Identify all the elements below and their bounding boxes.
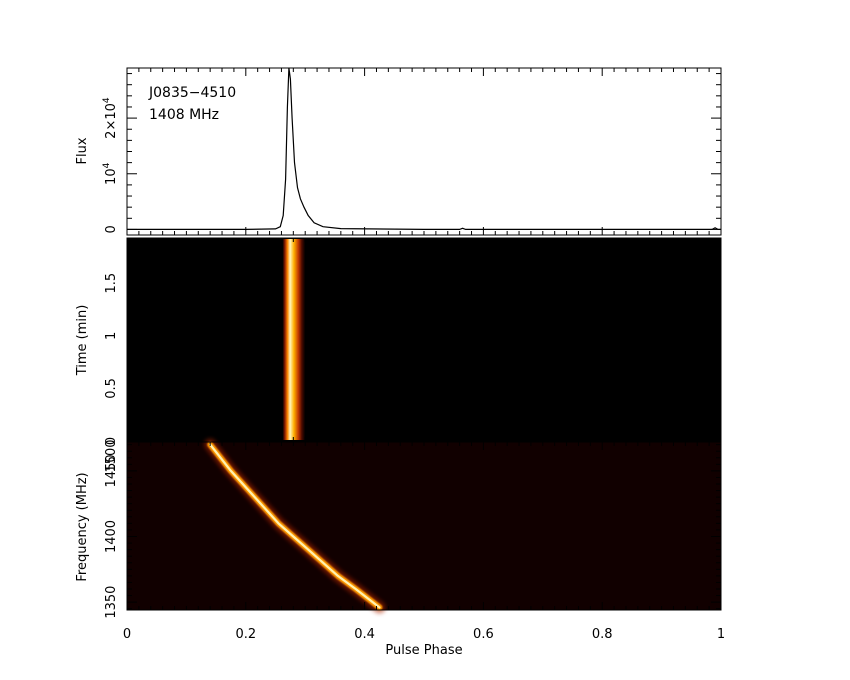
profile-panel: J0835−4510 1408 MHz Flux 0 104 2×104 — [75, 67, 722, 236]
time-phase-panel: Time (min) 0 0.5 1 1.5 — [75, 237, 722, 445]
frequency-ylabel: Frequency (MHz) — [75, 472, 90, 581]
time-phase-background — [127, 238, 721, 441]
time-ylabel: Time (min) — [75, 305, 90, 377]
profile-ylabel: Flux — [75, 137, 90, 164]
profile-y-tick-label: 0 — [104, 225, 119, 233]
x-tick-label: 0.4 — [354, 627, 375, 642]
frequency-y-tick-label: 1450 — [104, 454, 119, 487]
frequency-y-tick-label: 1400 — [104, 520, 119, 553]
x-tick-label: 0.8 — [592, 627, 613, 642]
profile-y-tick-label: 104 — [102, 162, 119, 185]
x-tick-label: 1 — [717, 627, 725, 642]
frequency-y-tick-label: 1350 — [104, 586, 119, 619]
frequency-phase-background — [127, 442, 721, 610]
frequency-annotation: 1408 MHz — [149, 107, 219, 123]
profile-line — [127, 67, 721, 230]
frequency-y-tick-label: 1500 — [104, 439, 119, 472]
profile-frame — [126, 67, 722, 236]
time-y-tick-label: 0 — [104, 437, 119, 445]
profile-y-tick-label: 2×104 — [102, 97, 119, 139]
time-y-tick-label: 1.5 — [104, 273, 119, 294]
time-pulse-band — [282, 239, 306, 440]
source-annotation: J0835−4510 — [148, 85, 236, 101]
x-tick-label: 0 — [123, 627, 131, 642]
x-axis-label: Pulse Phase — [385, 643, 462, 658]
sweep-core — [209, 443, 381, 609]
time-y-tick-label: 1 — [104, 332, 119, 340]
time-y-tick-label: 0.5 — [104, 378, 119, 399]
x-tick-label: 0.2 — [235, 627, 256, 642]
x-tick-label: 0.6 — [473, 627, 494, 642]
